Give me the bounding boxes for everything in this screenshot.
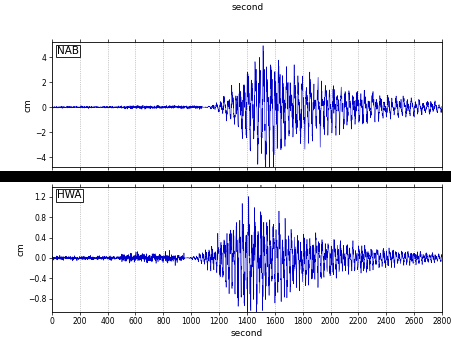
Y-axis label: cm: cm	[17, 242, 26, 256]
Text: HWA: HWA	[57, 190, 82, 200]
X-axis label: second: second	[231, 184, 263, 194]
X-axis label: second: second	[231, 329, 263, 338]
Text: NAB: NAB	[57, 46, 79, 56]
Y-axis label: cm: cm	[24, 98, 33, 112]
Text: second: second	[231, 2, 264, 12]
